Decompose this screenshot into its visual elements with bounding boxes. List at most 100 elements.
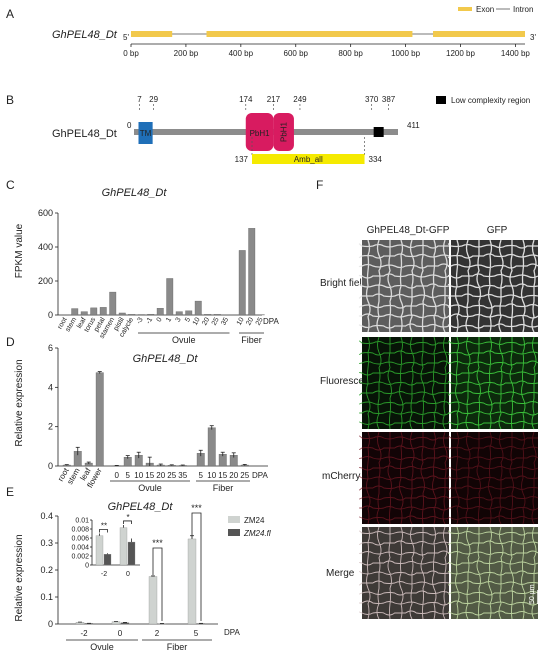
chart-c-y-tick-label: 400 bbox=[38, 242, 53, 252]
gene-axis-ticks: 0 bp 200 bp 400 bp 600 bp 800 bp 1000 bp 1200 … bbox=[123, 44, 530, 58]
position-label-249: 249 bbox=[293, 95, 307, 104]
chart-d-x-tick-label: 15 bbox=[145, 471, 154, 480]
chart-e-inset-significance-mark: * bbox=[126, 513, 129, 522]
chart-e-bar-0 bbox=[187, 538, 197, 625]
chart-e-inset-y-tick-label: 0.004 bbox=[71, 545, 89, 552]
panel-a: A GhPEL48_Dt 5' 3' 0 bp 200 bp 400 bp 600 b… bbox=[6, 5, 536, 58]
chart-d-x-tick-label: 15 bbox=[218, 471, 227, 480]
protein-end-label: 411 bbox=[407, 121, 420, 130]
exon-group bbox=[131, 31, 525, 37]
chart-e-legend-swatch bbox=[228, 516, 240, 523]
chart-c-bar bbox=[147, 313, 155, 316]
micrograph-cell-walls bbox=[447, 239, 539, 333]
chart-e-bar-0 bbox=[148, 576, 158, 625]
panel-d: D GhPEL48_Dt Relative expression 0246roo… bbox=[6, 335, 269, 493]
legend-exon-label: Exon bbox=[476, 5, 494, 14]
chart-c-bar bbox=[213, 314, 221, 316]
legend-intron-label: Intron bbox=[513, 5, 533, 14]
chart-c-y-tick-label: 600 bbox=[38, 208, 53, 218]
chart-d-group-ovule: Ovule bbox=[138, 483, 162, 493]
chart-c-bar bbox=[175, 311, 183, 316]
chart-c-bar bbox=[204, 314, 212, 316]
chart-e-legend-label: ZM24 bbox=[244, 516, 265, 525]
chart-e-inset-y-tick-label: 0.006 bbox=[71, 536, 89, 543]
exon-1 bbox=[131, 31, 173, 37]
chart-e-group-ovule: Ovule bbox=[90, 642, 114, 652]
chart-e-inset-x-tick-label: -2 bbox=[101, 571, 107, 578]
chart-c-x-tick-label: 3 bbox=[175, 316, 183, 323]
position-label-387: 387 bbox=[382, 95, 396, 104]
chart-c-y-tick-label: 200 bbox=[38, 276, 53, 286]
chart-e-inset-bar-0 bbox=[95, 535, 104, 566]
chart-e-inset-y-tick-label: 0.01 bbox=[75, 518, 89, 525]
chart-c-bar bbox=[128, 314, 136, 316]
chart-d-x-tick-label: 0 bbox=[115, 471, 120, 480]
panel-c: C GhPEL48_Dt FPKM value 0200400600rootst… bbox=[6, 178, 280, 345]
chart-c-x-tick-label: -1 bbox=[145, 316, 154, 325]
panel-f-letter: F bbox=[316, 178, 323, 192]
chart-c-x-tick-label: 20 bbox=[245, 316, 255, 326]
gene-axis-tick-label: 1000 bp bbox=[391, 49, 420, 58]
chart-c-bar bbox=[194, 300, 202, 316]
gene-axis-tick-label: 600 bp bbox=[284, 49, 309, 58]
row-label-bright-field: Bright field bbox=[320, 278, 367, 289]
chart-c-x-tick-label: 20 bbox=[201, 316, 211, 326]
chart-c-bar bbox=[185, 310, 193, 316]
chart-e-inset-bar-1 bbox=[103, 554, 112, 566]
micrograph-merge-gfp-fusion bbox=[359, 526, 450, 620]
chart-e-inset-significance-bracket bbox=[99, 529, 108, 533]
row-label-fluorescence: Fluorescence bbox=[320, 376, 380, 387]
micrograph-fluorescence-gfp bbox=[448, 336, 539, 430]
domain-label-0: TM bbox=[140, 129, 152, 138]
legend-exon-swatch bbox=[458, 7, 472, 11]
amb-start-label: 137 bbox=[235, 155, 249, 164]
gene-axis-tick-label: 400 bp bbox=[229, 49, 254, 58]
chart-e-x-unit: DPA bbox=[224, 628, 241, 637]
gene-axis-tick-label: 1400 bp bbox=[501, 49, 530, 58]
amb-all-label: Amb_all bbox=[294, 155, 323, 164]
chart-c-bar bbox=[137, 314, 145, 316]
amb-end-label: 334 bbox=[369, 155, 383, 164]
panel-d-letter: D bbox=[6, 335, 15, 349]
chart-d-y-tick-label: 6 bbox=[48, 343, 53, 353]
micrograph-fluorescence-gfp-fusion bbox=[359, 336, 450, 430]
chart-d-bar bbox=[207, 427, 216, 467]
chart-d-x-unit: DPA bbox=[252, 471, 269, 480]
scale-bar-label: 50 μm bbox=[529, 584, 536, 604]
chart-d-x-tick-label: 5 bbox=[126, 471, 131, 480]
micrograph-mcherry-gfp bbox=[448, 431, 539, 525]
gene-model-name: GhPEL48_Dt bbox=[52, 29, 118, 41]
chart-e-x-tick-label: 2 bbox=[155, 629, 160, 638]
micrograph-cell-walls bbox=[359, 526, 450, 620]
chart-e-significance-bracket bbox=[152, 547, 163, 621]
chart-c-x-tick-label: 10 bbox=[192, 316, 202, 326]
chart-d-y-tick-label: 2 bbox=[48, 422, 53, 432]
low-complexity-region bbox=[373, 127, 384, 137]
chart-d-y-tick-label: 4 bbox=[48, 382, 53, 392]
micrograph-cell-walls bbox=[448, 336, 539, 430]
chart-e-significance-mark: *** bbox=[191, 503, 202, 513]
chart-e-inset-y-tick-label: 0.002 bbox=[71, 554, 89, 561]
gene-axis-tick-label: 1200 bp bbox=[446, 49, 475, 58]
domain-label-2: PbH1 bbox=[280, 121, 289, 142]
chart-e-legend-swatch bbox=[228, 529, 240, 536]
position-label-7: 7 bbox=[137, 95, 142, 104]
chart-d-x-tick-label: 10 bbox=[134, 471, 143, 480]
micrograph-grid bbox=[358, 239, 539, 620]
row-label-merge: Merge bbox=[326, 568, 355, 579]
chart-c-bar bbox=[248, 228, 256, 316]
chart-e-inset-significance-bracket bbox=[123, 520, 132, 524]
domain-group: TM PbH1 PbH1 bbox=[138, 113, 384, 151]
chart-c-x-tick-label: 35 bbox=[220, 316, 230, 326]
gene-axis-tick-label: 200 bp bbox=[174, 49, 199, 58]
chart-e-x-tick-label: -2 bbox=[80, 629, 88, 638]
chart-e-y-tick-label: 0.1 bbox=[40, 592, 53, 602]
domain-pbh1-2 bbox=[273, 113, 294, 151]
micrograph-bright-field-gfp-fusion bbox=[358, 239, 450, 333]
chart-c-bar bbox=[71, 308, 79, 316]
panel-e-letter: E bbox=[6, 485, 14, 499]
chart-c-x-tick-label: 0 bbox=[156, 316, 164, 323]
chart-c: 0200400600rootstemleaftoruspetalstamenpi… bbox=[38, 208, 280, 345]
